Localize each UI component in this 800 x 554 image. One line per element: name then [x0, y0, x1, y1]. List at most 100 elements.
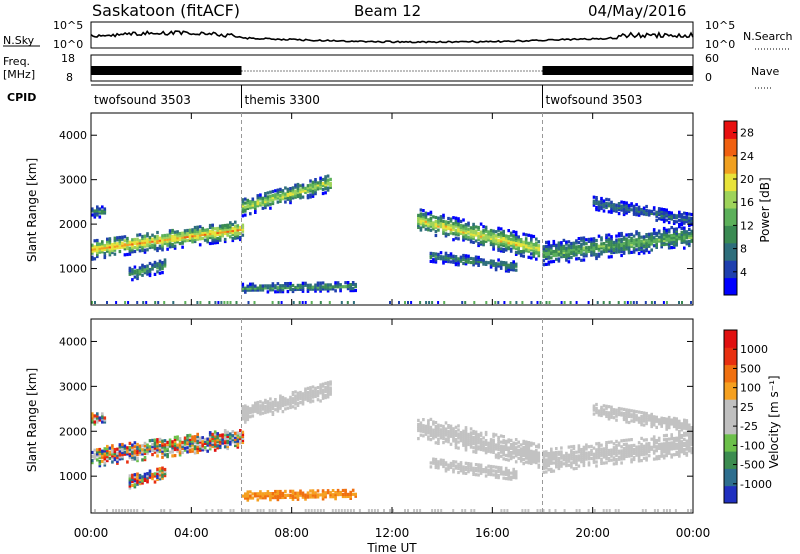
power-echo-cells [91, 175, 693, 305]
echo-cell [610, 440, 613, 443]
near-range-cell [335, 509, 337, 512]
echo-cell [686, 212, 689, 215]
echo-cell [274, 398, 277, 401]
echo-cell [259, 193, 262, 196]
echo-cell [620, 411, 623, 414]
echo-cell [430, 252, 433, 255]
echo-cell [176, 230, 179, 233]
noise-sky-line [91, 31, 693, 42]
echo-cell [267, 400, 270, 403]
echo-cell [608, 202, 611, 205]
echo-cell [264, 399, 267, 402]
echo-cell [475, 256, 478, 259]
echo-cell [119, 236, 122, 239]
echo-cell [548, 468, 551, 471]
echo-cell [149, 470, 152, 473]
echo-cell [658, 437, 661, 440]
echo-cell [229, 221, 232, 224]
near-range-cell [281, 301, 283, 304]
echo-cell [234, 221, 237, 224]
echo-cell [650, 210, 653, 213]
echo-cell [480, 231, 483, 234]
near-range-cell [564, 301, 566, 304]
echo-cell [495, 234, 498, 237]
echo-cell [139, 445, 142, 448]
echo-cell [164, 468, 167, 471]
near-range-cell [690, 509, 692, 512]
echo-cell [94, 245, 97, 248]
echo-cell [129, 442, 132, 445]
echo-cell [161, 261, 164, 264]
echo-cell [665, 209, 668, 212]
echo-cell [593, 237, 596, 240]
date-title: 04/May/2016 [588, 2, 686, 20]
near-range-cell [359, 509, 361, 512]
x-tick-label: 08:00 [274, 526, 309, 540]
echo-cell [555, 447, 558, 450]
echo-cell [497, 227, 500, 230]
near-range-cell [302, 301, 304, 304]
echo-cell [277, 401, 280, 404]
near-range-cell [594, 509, 596, 512]
echo-cell [633, 410, 636, 413]
echo-cell [292, 284, 295, 287]
y-tick-label: 1000 [59, 470, 87, 483]
echo-cell [681, 213, 684, 216]
near-range-cell [579, 509, 581, 512]
echo-cell [475, 229, 478, 232]
echo-cell [618, 407, 621, 410]
echo-cell [665, 438, 668, 441]
echo-cell [457, 237, 460, 240]
echo-cell [477, 445, 480, 448]
echo-cell [104, 447, 107, 450]
echo-cell [555, 258, 558, 261]
echo-cell [191, 435, 194, 438]
near-range-cell [485, 301, 487, 304]
echo-cell [502, 435, 505, 438]
near-range-cell [272, 301, 274, 304]
echo-cell [528, 441, 531, 444]
echo-cell [683, 438, 686, 441]
echo-cell [492, 473, 495, 476]
echo-cell [608, 411, 611, 414]
echo-cell [510, 439, 513, 442]
echo-cell [161, 467, 164, 470]
echo-cell [593, 453, 596, 456]
echo-cell [608, 405, 611, 408]
colorbar-tick-label: 24 [740, 150, 754, 163]
echo-cell [563, 462, 566, 465]
echo-cell [628, 438, 631, 441]
echo-cell [645, 412, 648, 415]
echo-cell [583, 258, 586, 261]
echo-cell [211, 224, 214, 227]
echo-cell [204, 446, 207, 449]
echo-cell [500, 231, 503, 234]
echo-cell [660, 208, 663, 211]
echo-cell [329, 182, 332, 185]
echo-cell [435, 220, 438, 223]
echo-cell [688, 228, 691, 231]
near-range-cell [494, 301, 496, 304]
near-range-cell [121, 509, 123, 512]
echo-cell [660, 443, 663, 446]
echo-cell [199, 229, 202, 232]
echo-cell [603, 404, 606, 407]
echo-cell [141, 475, 144, 478]
echo-cell [189, 229, 192, 232]
echo-cell [447, 464, 450, 467]
echo-cell [284, 282, 287, 285]
echo-cell [284, 200, 287, 203]
colorbar-swatch [724, 434, 737, 452]
velocity-echo-cells [91, 380, 693, 512]
echo-cell [101, 205, 104, 208]
echo-cell [129, 474, 132, 477]
y-tick-label: 4000 [59, 335, 87, 348]
echo-cell [635, 248, 638, 251]
echo-cell [124, 451, 127, 454]
echo-cell [279, 490, 282, 493]
echo-cell [247, 199, 250, 202]
echo-cell [497, 466, 500, 469]
echo-cell [517, 445, 520, 448]
echo-cell [686, 240, 689, 243]
echo-cell [645, 233, 648, 236]
